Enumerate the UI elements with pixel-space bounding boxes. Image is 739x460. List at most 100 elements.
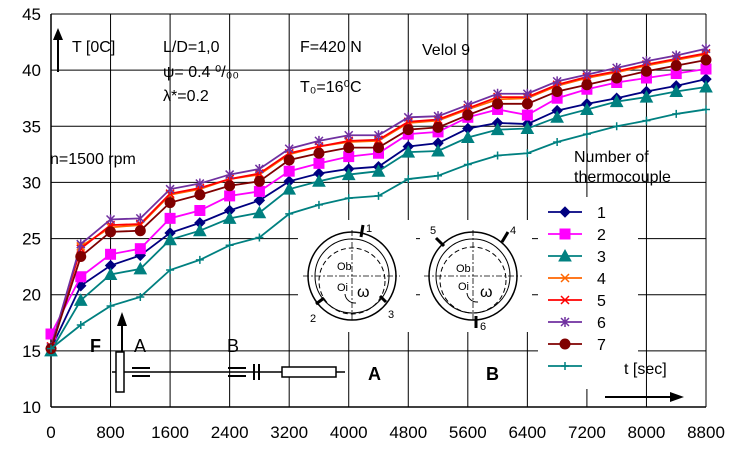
data-point xyxy=(580,102,594,115)
section-b-tc5: 5 xyxy=(430,225,436,237)
annotation-force: F=420 N xyxy=(300,39,362,56)
data-point xyxy=(462,109,474,121)
legend-label: 4 xyxy=(597,271,606,288)
legend-marker xyxy=(558,248,572,262)
data-point xyxy=(75,251,87,263)
data-point xyxy=(581,79,593,91)
data-point xyxy=(670,60,682,72)
legend-item: 2 xyxy=(548,227,606,244)
data-point xyxy=(374,191,383,200)
data-point xyxy=(313,147,325,159)
data-point xyxy=(103,267,118,281)
legend-label: 2 xyxy=(597,227,606,244)
data-point xyxy=(402,124,414,136)
data-point xyxy=(76,239,86,250)
legend-marker xyxy=(559,228,571,240)
data-point xyxy=(582,130,591,139)
data-point xyxy=(373,130,384,141)
data-point xyxy=(522,88,532,99)
section-b-oi: Oi xyxy=(458,281,469,293)
data-point xyxy=(283,154,295,166)
legend-marker xyxy=(560,295,570,305)
legend-marker xyxy=(559,338,571,350)
data-point xyxy=(551,85,563,97)
section-a-rotation-arrow xyxy=(344,293,357,304)
data-point xyxy=(194,205,206,216)
section-b-tc6: 6 xyxy=(480,321,486,333)
y-tick-label: 15 xyxy=(22,342,41,361)
section-b-omega: ω xyxy=(480,284,493,301)
data-point xyxy=(582,69,592,80)
data-point xyxy=(521,109,533,121)
data-point xyxy=(492,98,504,110)
legend-item xyxy=(548,362,582,370)
legend-marker xyxy=(560,317,570,327)
force-label: F xyxy=(90,336,101,356)
section-a-ob: Ob xyxy=(337,261,352,273)
section-a-tc2: 2 xyxy=(310,313,316,325)
data-point xyxy=(105,248,117,260)
data-point xyxy=(285,209,294,218)
disk-a xyxy=(115,351,125,393)
data-point xyxy=(135,213,145,224)
bearing-section-a: 1 2 3 Ob Oi ω xyxy=(298,220,416,332)
data-point xyxy=(700,54,712,66)
data-point xyxy=(669,84,684,97)
data-point xyxy=(134,225,146,237)
data-point xyxy=(105,226,117,238)
data-point xyxy=(641,56,651,67)
x-tick-label: 4000 xyxy=(330,423,368,442)
legend-label: 7 xyxy=(597,337,606,354)
data-point xyxy=(225,241,234,250)
annotation-speed: n=1500 rpm xyxy=(50,151,136,168)
data-point xyxy=(701,43,711,54)
data-point xyxy=(314,135,324,146)
data-point xyxy=(642,116,651,125)
data-point xyxy=(194,189,206,201)
tc5-probe xyxy=(434,236,446,248)
legend-marker xyxy=(560,273,570,283)
legend-item: 7 xyxy=(548,337,606,354)
x-axis-label: t [sec] xyxy=(624,361,667,378)
data-point xyxy=(73,293,88,306)
data-point xyxy=(106,214,116,225)
annotation-oil: Velol 9 xyxy=(422,42,470,59)
section-b-label: B xyxy=(486,364,499,384)
data-point xyxy=(521,98,533,110)
legend-item: 1 xyxy=(548,205,606,222)
data-point xyxy=(371,164,386,177)
data-point xyxy=(403,112,413,123)
section-a-omega: ω xyxy=(357,284,370,301)
data-point xyxy=(313,157,325,169)
annotations: T [0C] L/D=1,0 ψ= 0.4 ⁰/₀₀ λ*=0.2 F=420 … xyxy=(50,28,470,168)
x-tick-label: 8800 xyxy=(687,423,725,442)
legend-box xyxy=(538,197,638,389)
legend-item: 6 xyxy=(548,315,606,332)
data-point xyxy=(166,266,175,275)
data-point xyxy=(76,321,85,330)
data-point xyxy=(343,142,355,154)
annotation-t0: T₀=16⁰C xyxy=(300,79,362,96)
data-point xyxy=(193,223,207,237)
data-point xyxy=(165,184,175,195)
bearing-a-label: A xyxy=(134,336,146,356)
data-point xyxy=(312,174,326,187)
data-point xyxy=(550,110,564,123)
data-point xyxy=(609,94,624,108)
data-point xyxy=(106,301,115,310)
x-tick-label: 1600 xyxy=(151,423,189,442)
section-a-tc1: 1 xyxy=(366,223,372,235)
y-tick-label: 35 xyxy=(22,117,41,136)
data-point xyxy=(434,171,443,180)
data-point xyxy=(164,197,176,209)
data-point xyxy=(433,111,443,122)
tc4-probe xyxy=(500,231,510,243)
x-tick-label: 6400 xyxy=(508,423,546,442)
force-arrowhead xyxy=(117,312,127,326)
data-point xyxy=(373,142,384,154)
legend-label: 3 xyxy=(597,249,606,266)
legend-label: 6 xyxy=(597,315,606,332)
data-point xyxy=(493,151,502,160)
data-point xyxy=(344,130,354,141)
